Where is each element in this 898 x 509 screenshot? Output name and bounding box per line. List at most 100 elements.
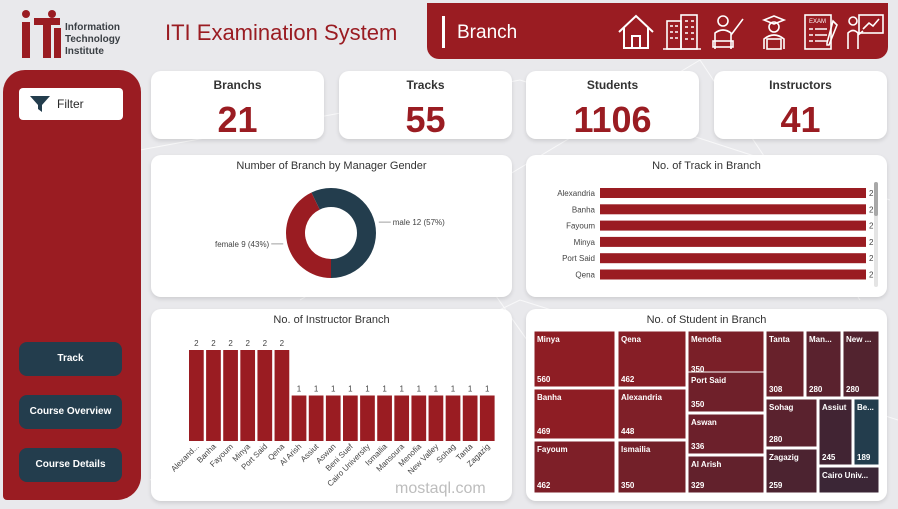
bar-data-label: 2 (280, 339, 285, 348)
bar-data-label: 1 (297, 385, 302, 394)
bar-data-label: 1 (399, 385, 404, 394)
treemap-tile-6 (687, 330, 765, 378)
bar-alexand- (189, 350, 204, 441)
scrollbar-track[interactable] (874, 182, 878, 287)
bar-category-label: Alexandria (557, 189, 595, 198)
bar-data-label: 1 (417, 385, 422, 394)
bar-data-label: 2 (228, 339, 233, 348)
instructor-bar-panel: No. of Instructor Branch 2 Alexand... 2 Ban… (151, 309, 512, 501)
treemap-label: Banha (537, 393, 562, 402)
bar-data-label: 2 (263, 339, 268, 348)
scrollbar-thumb[interactable] (874, 182, 878, 216)
treemap-value: 308 (769, 385, 783, 394)
bar-data-label: 2 (194, 339, 199, 348)
bar-aswan (325, 395, 341, 441)
bar-data-label: 2 (869, 189, 874, 198)
iti-logo: Information Technology Institute (18, 6, 138, 64)
bar-category-label: Banha (572, 205, 596, 214)
kpi-label: Branchs (213, 78, 262, 92)
treemap-tile-12 (842, 330, 880, 398)
building-icon[interactable] (661, 11, 703, 53)
treemap-value: 280 (769, 435, 783, 444)
bar-port-said (257, 350, 273, 441)
bar-data-label: 2 (869, 238, 874, 247)
course-overview-button[interactable]: Course Overview (19, 395, 122, 429)
title-divider (442, 16, 445, 48)
chart-title: No. of Student in Branch (646, 314, 767, 326)
top-bar: Branch EXAM (427, 3, 888, 59)
home-icon[interactable] (615, 11, 657, 53)
sidebar: Filter Track Course Overview Course Deta… (3, 70, 141, 500)
app-title: ITI Examination System (165, 20, 398, 45)
treemap-label: Qena (621, 335, 642, 344)
student-treemap-panel: No. of Student in Branch Minya 560 Banha 46… (526, 309, 887, 501)
bar-new-valley (428, 395, 444, 441)
gender-donut-panel: Number of Branch by Manager Gender femal… (151, 155, 512, 297)
bar-mansoura (394, 395, 410, 441)
bar-data-label: 2 (869, 222, 874, 231)
treemap-tile-13 (765, 398, 818, 448)
bar-tanta (462, 395, 478, 441)
student-icon[interactable] (753, 11, 795, 53)
bar-category-label: Sohag (435, 442, 458, 465)
logo-text: Information Technology Institute (65, 22, 120, 58)
kpi-card-tracks: Tracks 55 (339, 71, 512, 140)
bar-data-label: 2 (869, 254, 874, 263)
treemap-label: Aswan (691, 418, 717, 427)
bar-minya (600, 236, 866, 247)
donut-slice-female (286, 192, 331, 278)
bar-fayoum (223, 350, 238, 441)
kpi-label: Students (586, 78, 639, 92)
treemap-label: Port Said (691, 376, 726, 385)
treemap-tile-11 (805, 330, 842, 398)
filter-button[interactable]: Filter (19, 88, 123, 120)
treemap-label: Al Arish (691, 460, 721, 469)
bar-category-label: Qena (575, 271, 595, 280)
donut-chart: female 9 (43%) male 12 (57%) (215, 188, 445, 278)
bar-category-label: Minya (574, 238, 596, 247)
course-details-button[interactable]: Course Details (19, 448, 122, 482)
treemap-tile-3 (617, 330, 687, 388)
bar-minya (240, 350, 256, 441)
treemap-value: 329 (691, 481, 705, 490)
bar-cairo-university (360, 395, 375, 441)
presentation-icon[interactable] (845, 11, 887, 53)
treemap-label: Man... (809, 335, 832, 344)
treemap-value: 350 (621, 481, 635, 490)
treemap-value: 560 (537, 375, 551, 384)
filter-icon (30, 96, 50, 112)
bar-port-said (600, 253, 866, 264)
treemap-value: 448 (621, 427, 635, 436)
kpi-card-instructors: Instructors 41 (714, 71, 887, 140)
bar-sohag (445, 395, 461, 441)
bar-data-label: 1 (365, 385, 370, 394)
bar-assiut (308, 395, 324, 441)
treemap-value: 245 (822, 453, 836, 462)
bar-zagazig (479, 395, 495, 441)
bar-data-label: 1 (314, 385, 319, 394)
bar-category-label: Port Said (562, 254, 595, 263)
treemap-value: 462 (621, 375, 635, 384)
bar-qena (274, 350, 290, 441)
kpi-value: 41 (780, 99, 821, 140)
treemap-label: Ismailia (621, 445, 651, 454)
treemap-label: Cairo Univ... (822, 471, 868, 480)
treemap-label: Assiut (822, 403, 847, 412)
bar-data-label: 1 (348, 385, 353, 394)
logo-line-3: Institute (65, 46, 104, 57)
logo-line-2: Technology (65, 34, 121, 45)
bar-data-label: 1 (434, 385, 439, 394)
treemap-tile-1 (533, 388, 616, 440)
treemap-tile-16 (853, 398, 880, 466)
student-treemap: Minya 560 Banha 469 Fayoum 462 Qena 462 Alexandr… (533, 330, 880, 494)
treemap-value: 280 (846, 385, 860, 394)
treemap-tile-14 (765, 448, 818, 494)
bar-beni-suef (343, 395, 358, 441)
track-button[interactable]: Track (19, 342, 122, 376)
instructor-icon[interactable] (707, 11, 749, 53)
exam-icon[interactable]: EXAM (799, 11, 841, 53)
bar-alexandria (600, 188, 866, 198)
bar-data-label: 1 (331, 385, 336, 394)
chart-title: No. of Instructor Branch (273, 314, 390, 326)
